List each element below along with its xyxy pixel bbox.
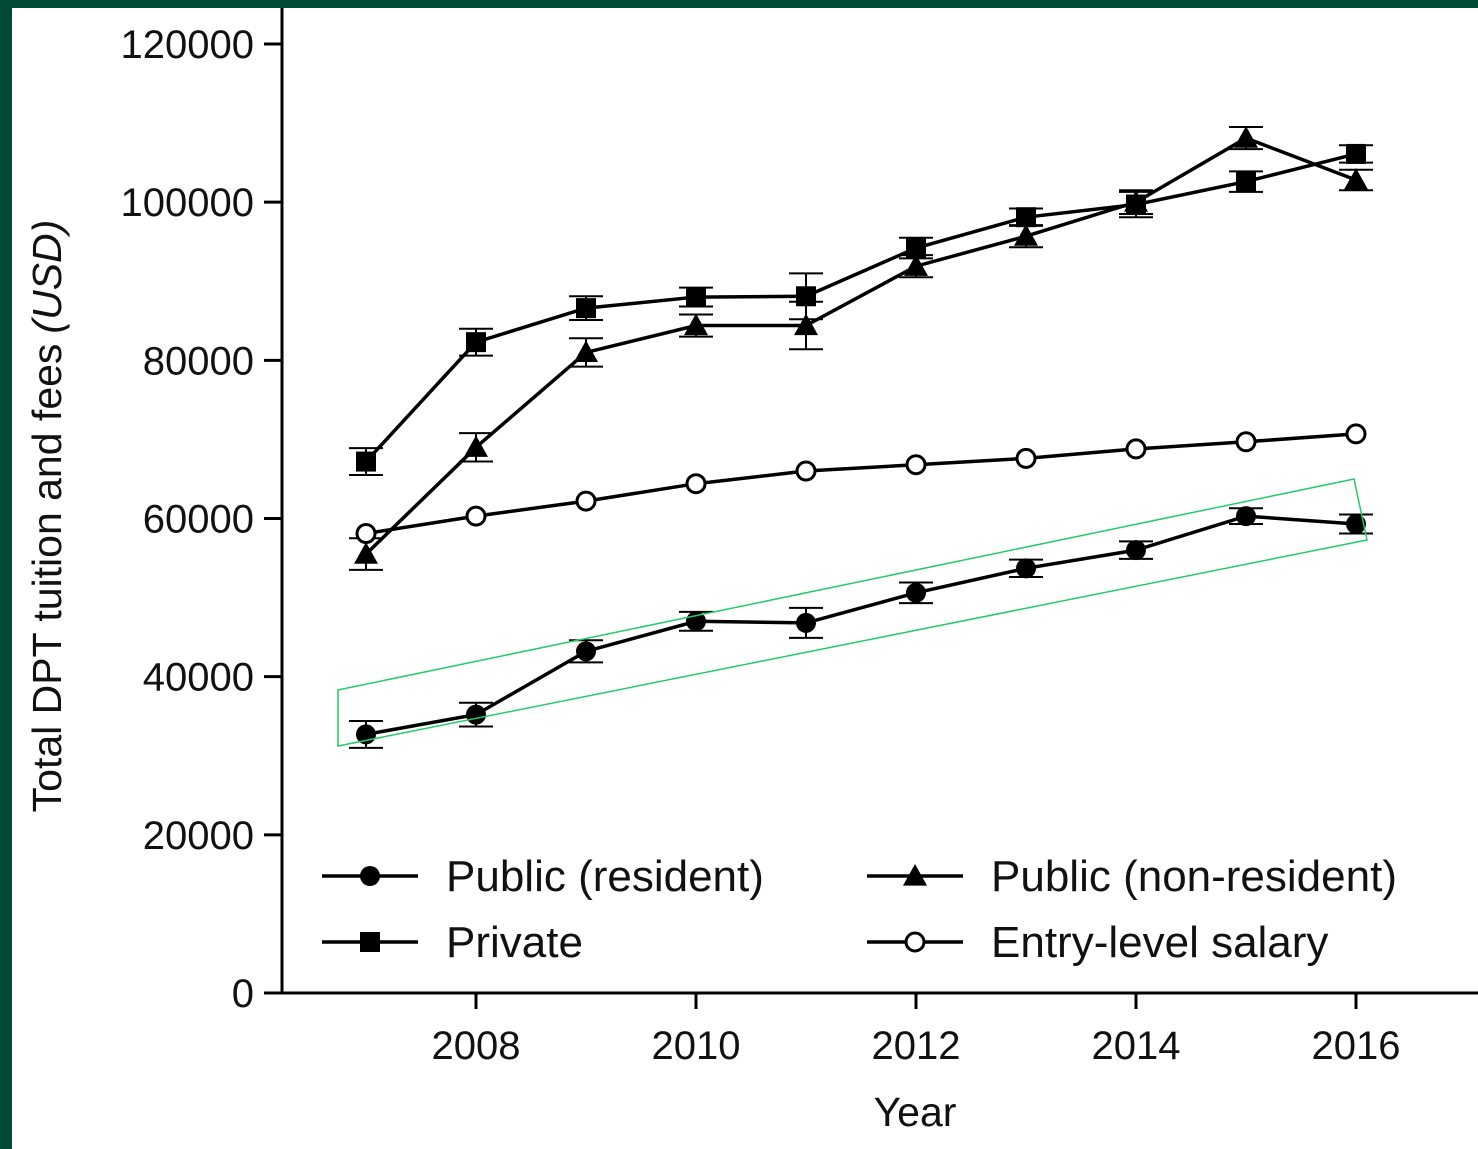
series-entry-level-salary bbox=[355, 423, 1367, 545]
data-point bbox=[1234, 126, 1258, 148]
x-tick-label: 2010 bbox=[652, 1024, 741, 1068]
legend-label: Private bbox=[446, 918, 583, 967]
series-line bbox=[364, 136, 1357, 556]
data-point bbox=[356, 451, 376, 472]
data-point bbox=[796, 612, 816, 633]
data-point bbox=[1016, 558, 1036, 579]
data-point bbox=[1346, 143, 1366, 164]
data-point bbox=[466, 332, 486, 353]
data-point bbox=[1014, 224, 1038, 246]
data-point bbox=[575, 490, 597, 512]
y-tick-label: 60000 bbox=[143, 498, 254, 542]
data-point bbox=[1235, 431, 1257, 453]
y-axis-ticks: 0 20000 40000 60000 80000 100000 120000 bbox=[121, 23, 282, 1016]
data-point bbox=[906, 238, 926, 259]
x-tick-label: 2016 bbox=[1312, 1024, 1401, 1068]
x-axis-title: Year bbox=[874, 1089, 957, 1135]
data-point bbox=[464, 435, 488, 457]
data-point bbox=[1344, 168, 1368, 190]
data-point bbox=[904, 254, 928, 276]
data-point bbox=[1345, 423, 1367, 445]
x-tick-label: 2014 bbox=[1092, 1024, 1181, 1068]
data-point bbox=[465, 505, 487, 527]
y-tick-label: 40000 bbox=[143, 656, 254, 700]
legend-marker bbox=[904, 931, 926, 953]
series-line bbox=[365, 432, 1357, 536]
x-tick-label: 2008 bbox=[432, 1024, 521, 1068]
y-axis-title: Total DPT tuition and fees (USD) bbox=[24, 220, 70, 813]
highlight-box bbox=[337, 478, 1368, 747]
legend-item: Entry-level salary bbox=[867, 918, 1328, 967]
series-public-resident bbox=[349, 506, 1373, 749]
data-point bbox=[355, 523, 377, 545]
data-point bbox=[1016, 207, 1036, 228]
legend: Public (resident) Public (non-resident) Pr… bbox=[322, 852, 1397, 967]
data-point bbox=[906, 582, 926, 603]
data-point bbox=[794, 313, 818, 336]
legend-item: Public (resident) bbox=[322, 852, 764, 901]
legend-item: Public (non-resident) bbox=[867, 852, 1397, 901]
series-line bbox=[365, 514, 1357, 737]
data-point bbox=[574, 340, 598, 363]
data-point bbox=[1126, 540, 1146, 561]
legend-label: Public (resident) bbox=[446, 852, 764, 901]
data-point bbox=[1124, 190, 1148, 212]
data-point bbox=[354, 542, 378, 564]
x-axis-ticks: 2008 2010 2012 2014 2016 bbox=[432, 993, 1401, 1068]
series-public-non-resident bbox=[349, 126, 1373, 571]
y-tick-label: 0 bbox=[232, 972, 254, 1016]
data-point bbox=[685, 473, 707, 495]
legend-label: Entry-level salary bbox=[991, 918, 1328, 967]
data-point bbox=[1015, 447, 1037, 469]
data-point bbox=[795, 460, 817, 482]
y-tick-label: 20000 bbox=[143, 814, 254, 858]
series-line bbox=[364, 152, 1357, 463]
data-point bbox=[1236, 506, 1256, 527]
data-point bbox=[576, 641, 596, 662]
figure-frame: 0 20000 40000 60000 80000 100000 120000 2008 20… bbox=[12, 8, 1478, 1149]
legend-marker bbox=[360, 866, 380, 886]
y-axis-title-main: Total DPT tuition and fees bbox=[24, 344, 70, 813]
y-tick-label: 100000 bbox=[121, 181, 254, 225]
legend-marker bbox=[360, 932, 380, 952]
data-point bbox=[1346, 514, 1366, 535]
data-point bbox=[1125, 438, 1147, 460]
data-point bbox=[905, 454, 927, 476]
legend-label: Public (non-resident) bbox=[991, 852, 1397, 901]
highlight-layer bbox=[337, 478, 1368, 747]
legend-marker bbox=[903, 864, 927, 886]
data-point bbox=[684, 313, 708, 336]
x-tick-label: 2012 bbox=[872, 1024, 961, 1068]
data-point bbox=[686, 287, 706, 308]
axes bbox=[280, 8, 1478, 995]
y-tick-label: 120000 bbox=[121, 23, 254, 67]
legend-item: Private bbox=[322, 918, 583, 967]
data-point bbox=[466, 704, 486, 725]
data-point bbox=[576, 298, 596, 319]
series-layer bbox=[349, 126, 1373, 749]
data-point bbox=[1236, 171, 1256, 192]
y-axis-title-unit: (USD) bbox=[24, 220, 70, 334]
y-tick-label: 80000 bbox=[143, 339, 254, 383]
